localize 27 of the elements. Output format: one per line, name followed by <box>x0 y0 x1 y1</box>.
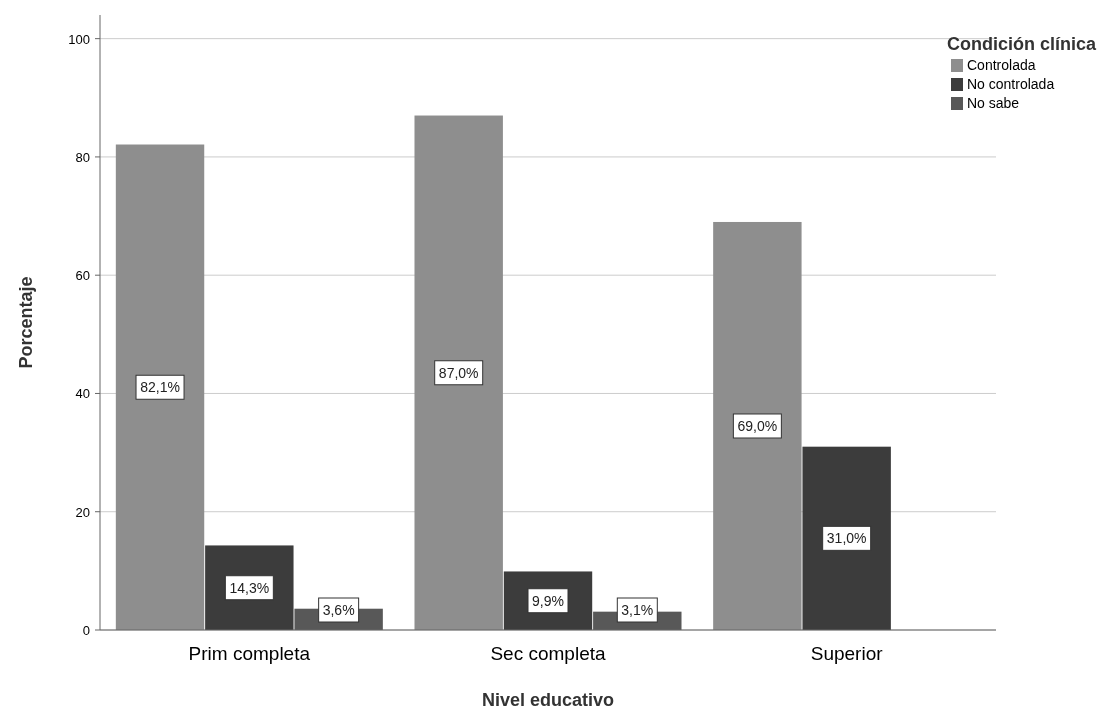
x-axis-title: Nivel educativo <box>481 690 615 710</box>
data-label: 9,9% <box>532 592 564 609</box>
legend-label: No sabe <box>967 95 1020 111</box>
data-label: 87,0% <box>438 364 479 381</box>
bar <box>802 446 891 630</box>
bar <box>414 115 503 630</box>
y-tick-label: 40 <box>75 386 90 402</box>
y-axis-title: Porcentaje <box>16 276 36 369</box>
data-label: 3,6% <box>322 602 355 618</box>
y-tick-label: 60 <box>75 268 90 284</box>
y-tick-label: 100 <box>68 31 90 47</box>
bar <box>115 144 205 630</box>
y-tick-label: 0 <box>82 623 90 638</box>
bar <box>713 221 802 630</box>
data-label: 31,0% <box>826 530 867 547</box>
legend-title: Condición clínica <box>946 34 1097 54</box>
x-tick-label: Prim completa <box>188 643 311 664</box>
legend-label: No controlada <box>967 76 1055 92</box>
y-tick-label: 80 <box>75 149 90 165</box>
data-label: 14,3% <box>229 579 270 596</box>
y-tick-label: 20 <box>75 504 90 520</box>
x-tick-label: Superior <box>810 643 884 664</box>
data-label: 3,1% <box>621 602 654 618</box>
x-tick-label: Sec completa <box>490 643 606 664</box>
legend-label: Controlada <box>967 57 1036 73</box>
data-label: 69,0% <box>737 417 778 434</box>
data-label: 82,1% <box>140 379 180 396</box>
